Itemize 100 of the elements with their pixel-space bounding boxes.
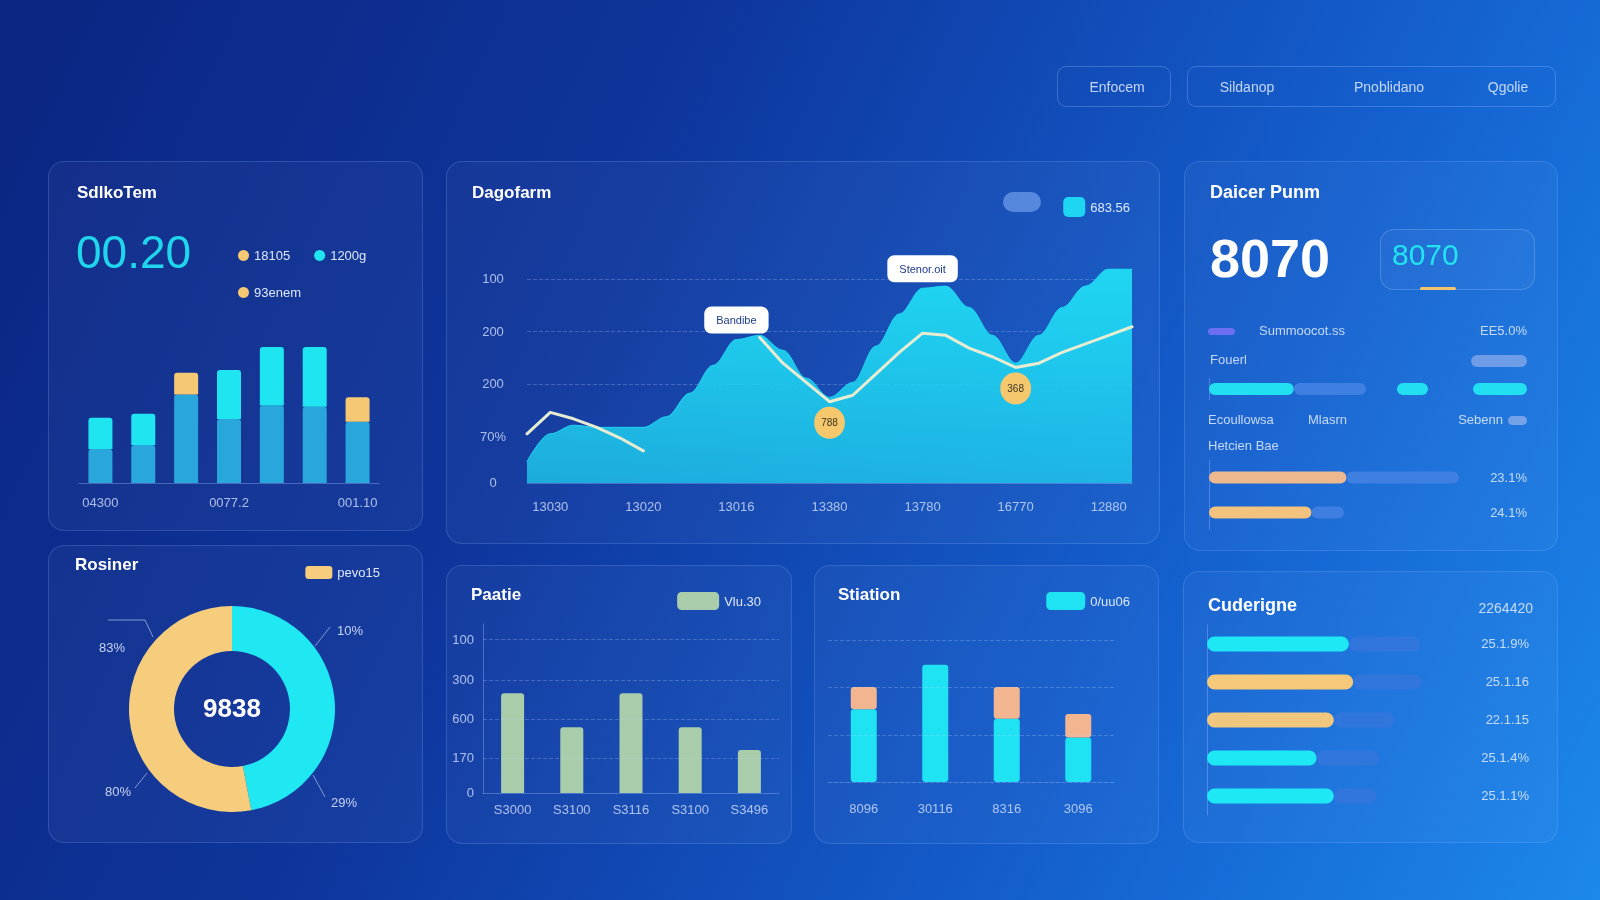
- chart-title: Rosiner: [75, 554, 139, 575]
- bar: [1209, 471, 1347, 484]
- text: 24.1%: [1490, 505, 1527, 522]
- text: Daicer Punm: [1210, 181, 1321, 204]
- x-tick-label: S3100: [671, 802, 709, 817]
- bar: [259, 405, 284, 483]
- bar: [259, 347, 284, 406]
- bar: [302, 406, 327, 483]
- bar: [993, 686, 1020, 719]
- x-tick-label: 13780: [904, 499, 941, 514]
- bar: [1348, 636, 1420, 652]
- legend-label: 18105: [254, 248, 291, 263]
- bar: [131, 413, 156, 445]
- text: 0: [489, 475, 497, 492]
- text: 25.1.1%: [1481, 788, 1529, 805]
- bar: [1207, 674, 1354, 690]
- x-tick-label: 13030: [532, 499, 569, 514]
- bar: [1333, 712, 1395, 728]
- text: 23.1%: [1490, 470, 1527, 487]
- text: 25.1.9%: [1481, 636, 1529, 653]
- text: 2264420: [1478, 599, 1533, 617]
- legend-label: 1200g: [330, 248, 367, 263]
- bar: [1207, 788, 1334, 804]
- bar: [1065, 737, 1092, 782]
- text: 100: [482, 271, 504, 288]
- text: 00.20: [76, 225, 192, 281]
- text: 100: [452, 632, 474, 649]
- bar: [850, 709, 877, 782]
- text: Pnoblidano: [1353, 78, 1425, 96]
- bar: [88, 449, 113, 483]
- chart-title: Stiation: [838, 584, 901, 605]
- bar: [1353, 674, 1422, 690]
- bar: [1207, 636, 1349, 652]
- text: 600: [452, 711, 474, 728]
- x-tick-label: 3096: [1063, 801, 1093, 816]
- bar: [1209, 506, 1312, 519]
- x-tick-label: S3000: [493, 802, 532, 817]
- text: Summoocot.ss: [1259, 323, 1345, 340]
- x-tick-label: 8096: [849, 801, 879, 816]
- x-tick-label: 13380: [811, 499, 848, 514]
- chart-title: Paatie: [471, 584, 522, 605]
- text: 22.1.15: [1485, 712, 1529, 729]
- bar: [174, 394, 199, 483]
- x-tick-label: 13020: [625, 499, 662, 514]
- bar: [1316, 750, 1379, 766]
- text: 80%: [104, 784, 132, 801]
- bar: [345, 421, 370, 483]
- text: 8070: [1210, 226, 1331, 290]
- x-tick-label: 30116: [917, 801, 953, 816]
- bar: [922, 664, 949, 782]
- bar: [993, 718, 1020, 782]
- bar: [850, 686, 877, 710]
- text: Sebenn: [1458, 412, 1503, 429]
- text: Ecoullowsa: [1208, 412, 1274, 429]
- chart-title: Dagofarm: [472, 182, 552, 203]
- text: 25.1.16: [1485, 674, 1529, 691]
- legend-label: 93enem: [254, 285, 301, 300]
- bar: [217, 370, 241, 420]
- text: 0: [466, 785, 474, 802]
- x-tick-label: 13016: [718, 499, 755, 514]
- text: 25.1.4%: [1481, 750, 1529, 767]
- x-tick-label: S3496: [730, 802, 769, 817]
- x-tick-label: 16770: [997, 499, 1034, 514]
- legend-label: 0/uu06: [1090, 593, 1130, 609]
- chart-title: SdlkoTem: [77, 182, 157, 203]
- text: EE5.0%: [1480, 323, 1527, 340]
- x-tick-label: 04300: [82, 495, 119, 510]
- text: Enfocem: [1089, 78, 1145, 96]
- chart-title: Cuderigne: [1208, 594, 1298, 617]
- legend-label: 683.56: [1090, 199, 1130, 215]
- bar: [131, 444, 156, 483]
- bar: [345, 397, 370, 422]
- x-tick-label: 001.10: [337, 495, 378, 510]
- bar: [1346, 471, 1459, 484]
- x-tick-label: S3100: [553, 802, 591, 817]
- x-tick-label: 0077.2: [209, 495, 249, 510]
- bar: [1207, 750, 1317, 766]
- text: 70%: [479, 429, 507, 446]
- text: Mlasrn: [1308, 412, 1348, 429]
- text: 29%: [330, 795, 358, 812]
- bar: [174, 372, 199, 395]
- bar: [217, 419, 241, 483]
- legend-label: Vlu.30: [724, 593, 762, 609]
- annotation: 788: [821, 417, 839, 429]
- bar: [88, 417, 113, 449]
- text: Fouerl: [1210, 352, 1247, 369]
- text: 170: [452, 750, 474, 767]
- text: Qgolie: [1487, 78, 1529, 96]
- text: 83%: [98, 640, 126, 657]
- text: 300: [452, 672, 474, 689]
- text: 10%: [336, 623, 364, 640]
- bar: [302, 347, 327, 407]
- annotation: Bandibe: [716, 314, 757, 327]
- annotation: Stenor.oit: [899, 262, 946, 275]
- text: Sildanop: [1219, 78, 1275, 96]
- text: 9838: [203, 693, 261, 725]
- text: Hetcien Bae: [1208, 438, 1279, 455]
- text: 200: [482, 376, 504, 393]
- bar: [1207, 712, 1334, 728]
- x-tick-label: S3116: [612, 802, 650, 817]
